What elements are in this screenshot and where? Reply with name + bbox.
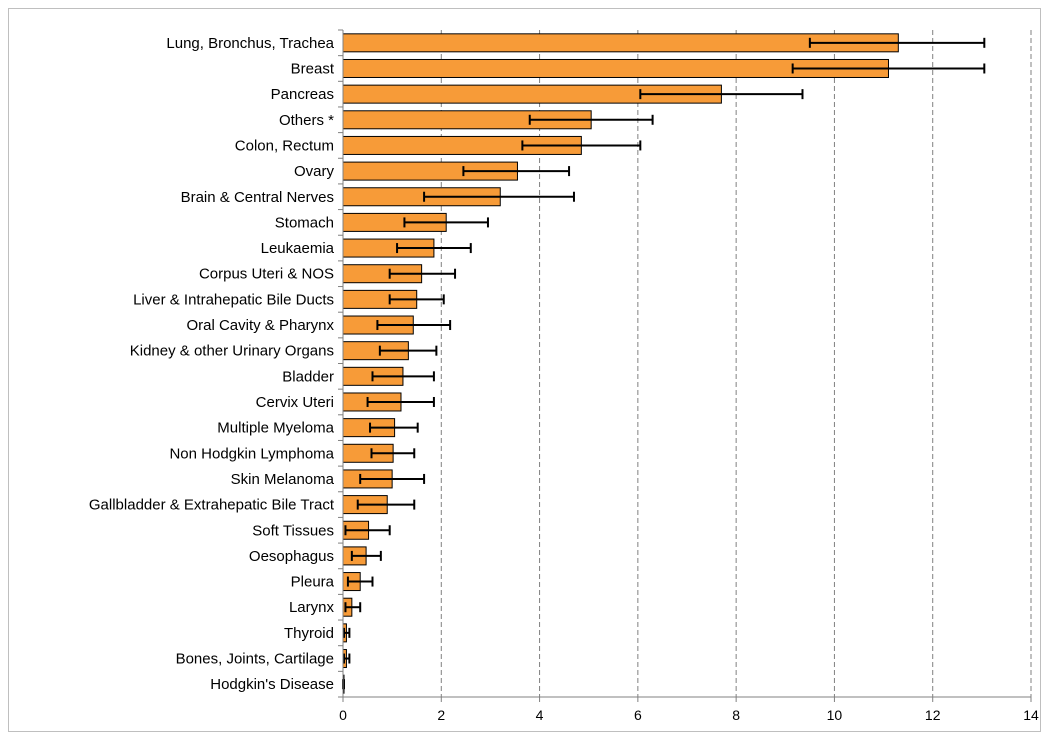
x-tick-label: 4: [536, 707, 544, 723]
category-label: Gallbladder & Extrahepatic Bile Tract: [89, 497, 335, 514]
category-label: Corpus Uteri & NOS: [199, 266, 334, 283]
error-bars: [342, 37, 986, 690]
category-label: Oral Cavity & Pharynx: [186, 317, 334, 334]
gridlines: [440, 30, 1032, 697]
x-tick-label: 6: [634, 707, 642, 723]
category-label: Pancreas: [271, 86, 334, 103]
category-label: Leukaemia: [261, 240, 335, 257]
x-tick-label: 8: [732, 707, 740, 723]
category-label: Kidney & other Urinary Organs: [130, 343, 334, 360]
category-label: Multiple Myeloma: [217, 420, 334, 437]
tick-labels: 0 2 4 6 8 10 12 14: [339, 707, 1039, 723]
category-label: Ovary: [294, 163, 335, 180]
axes: [338, 29, 1032, 702]
category-label: Bones, Joints, Cartilage: [176, 651, 334, 668]
category-label: Brain & Central Nerves: [181, 189, 334, 206]
x-tick-label: 2: [437, 707, 445, 723]
category-labels: Lung, Bronchus, Trachea Breast Pancreas Oth…: [89, 35, 335, 693]
category-label: Larynx: [289, 599, 335, 616]
x-tick-label: 0: [339, 707, 347, 723]
category-label: Cervix Uteri: [256, 394, 334, 411]
category-label: Colon, Rectum: [235, 137, 334, 154]
category-label: Liver & Intrahepatic Bile Ducts: [133, 291, 334, 308]
category-label: Hodgkin's Disease: [210, 676, 334, 693]
category-label: Thyroid: [284, 625, 334, 642]
category-label: Non Hodgkin Lymphoma: [169, 445, 334, 462]
category-label: Skin Melanoma: [231, 471, 335, 488]
bars: [342, 33, 899, 694]
category-label: Bladder: [282, 368, 334, 385]
category-label: Breast: [291, 60, 335, 77]
category-label: Stomach: [275, 214, 334, 231]
x-tick-label: 12: [925, 707, 941, 723]
category-label: Soft Tissues: [252, 522, 334, 539]
category-label: Oesophagus: [249, 548, 334, 565]
category-label: Others *: [279, 112, 334, 129]
category-label: Lung, Bronchus, Trachea: [166, 35, 334, 52]
x-tick-label: 14: [1023, 707, 1039, 723]
x-tick-label: 10: [827, 707, 843, 723]
category-label: Pleura: [291, 574, 335, 591]
